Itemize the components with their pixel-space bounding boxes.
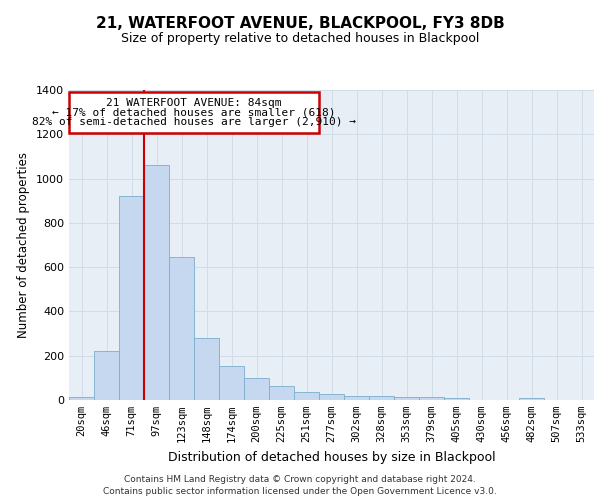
Bar xyxy=(294,392,319,400)
Bar xyxy=(119,196,144,400)
Bar xyxy=(94,352,119,400)
Bar xyxy=(144,166,169,400)
X-axis label: Distribution of detached houses by size in Blackpool: Distribution of detached houses by size … xyxy=(167,450,496,464)
Bar xyxy=(219,366,244,400)
Text: 21 WATERFOOT AVENUE: 84sqm: 21 WATERFOOT AVENUE: 84sqm xyxy=(106,98,282,108)
Y-axis label: Number of detached properties: Number of detached properties xyxy=(17,152,31,338)
Text: 21, WATERFOOT AVENUE, BLACKPOOL, FY3 8DB: 21, WATERFOOT AVENUE, BLACKPOOL, FY3 8DB xyxy=(95,16,505,32)
Bar xyxy=(69,396,94,400)
Bar xyxy=(369,396,394,400)
Bar xyxy=(69,92,319,132)
Text: ← 17% of detached houses are smaller (618): ← 17% of detached houses are smaller (61… xyxy=(52,108,336,118)
Bar xyxy=(444,398,469,400)
Bar xyxy=(169,257,194,400)
Text: Contains public sector information licensed under the Open Government Licence v3: Contains public sector information licen… xyxy=(103,486,497,496)
Bar xyxy=(344,396,369,400)
Bar xyxy=(319,394,344,400)
Bar xyxy=(194,338,219,400)
Bar xyxy=(519,398,544,400)
Bar xyxy=(244,378,269,400)
Bar xyxy=(269,386,294,400)
Bar xyxy=(394,396,419,400)
Text: 82% of semi-detached houses are larger (2,910) →: 82% of semi-detached houses are larger (… xyxy=(32,118,356,128)
Text: Contains HM Land Registry data © Crown copyright and database right 2024.: Contains HM Land Registry data © Crown c… xyxy=(124,474,476,484)
Bar xyxy=(419,398,444,400)
Text: Size of property relative to detached houses in Blackpool: Size of property relative to detached ho… xyxy=(121,32,479,45)
